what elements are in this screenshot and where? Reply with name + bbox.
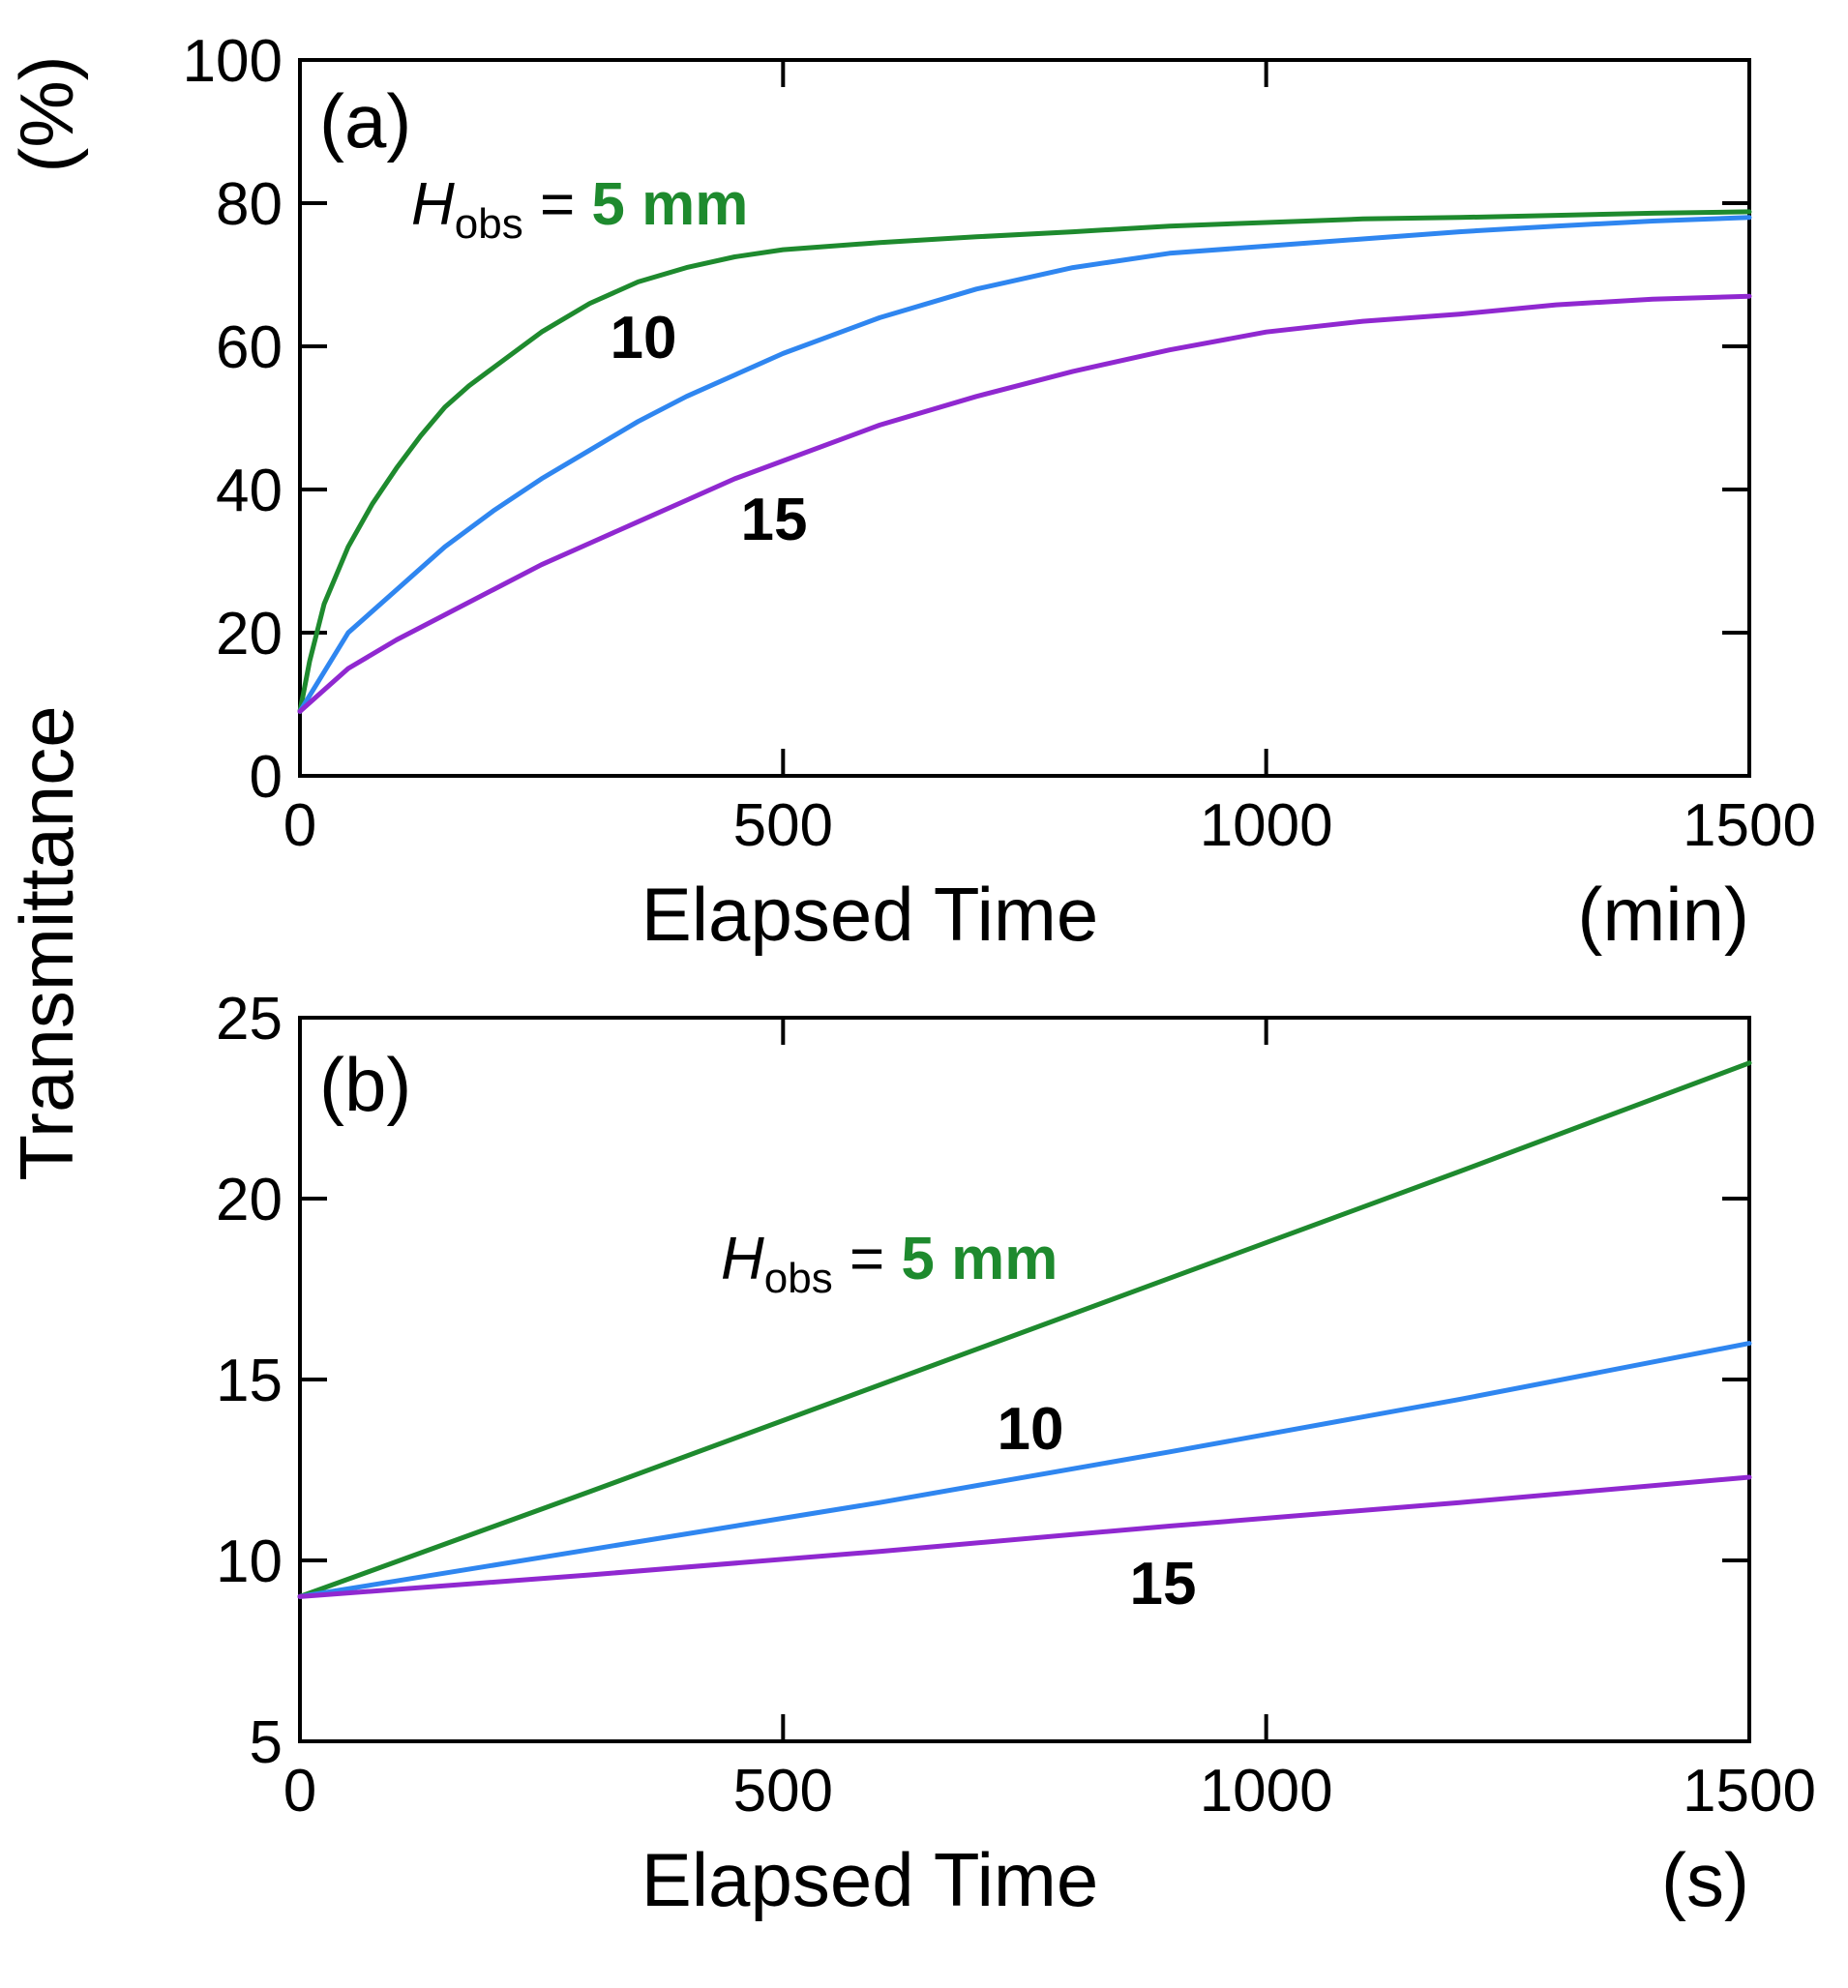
panel-b-series-line-2	[297, 1341, 1752, 1599]
panel-a-x-tick-label: 1000	[1200, 792, 1333, 859]
panel-b-series-line-3	[297, 1474, 1752, 1599]
panel-b: 0 500 1000 1500 5 10 15 20 25 Elapsed Time (s) (b) H…	[216, 986, 1816, 1922]
panel-b-series-line-1	[297, 1060, 1752, 1599]
panel-a-annotation-hobs: Hobs = 5 mm	[411, 171, 748, 248]
panel-a-annotation-subscript: obs	[455, 200, 523, 248]
y-axis-title: Transmittance	[4, 705, 89, 1180]
panel-a-series-line-2	[297, 215, 1752, 714]
panel-b-y-tick-label: 10	[216, 1528, 283, 1595]
panel-a-x-tick-label: 1500	[1683, 792, 1816, 859]
panel-b-annotation-symbol: H	[721, 1226, 764, 1292]
panel-b-plot-frame	[298, 1016, 1751, 1743]
panel-a-series-line-1	[297, 209, 1752, 714]
panel-a-series-label-10: 10	[611, 305, 677, 371]
panel-b-x-tick-label: 1500	[1683, 1758, 1816, 1825]
panel-a-y-tick-label: 40	[216, 458, 283, 524]
y-axis-unit: (%)	[4, 55, 89, 172]
panel-b-annotation-equals: =	[833, 1226, 902, 1292]
panel-a-x-tick-label: 0	[283, 792, 316, 859]
panel-b-y-tick-label: 15	[216, 1348, 283, 1414]
panel-b-x-tick-label: 500	[733, 1758, 833, 1825]
panel-b-y-tick-label: 20	[216, 1167, 283, 1233]
panel-b-x-axis-title: Elapsed Time	[641, 1837, 1099, 1922]
panel-a-x-tick-label: 500	[733, 792, 833, 859]
panel-b-x-tick-label: 0	[283, 1758, 316, 1825]
panel-b-y-tick-label: 5	[250, 1709, 283, 1776]
panel-a-annotation-equals: =	[523, 171, 592, 238]
panel-b-series-label-15: 15	[1130, 1551, 1197, 1617]
panel-a: 0 500 1000 1500 0 20 40 60 80 100 Elapsed Time (min…	[183, 28, 1816, 957]
panel-a-y-tick-label: 80	[216, 171, 283, 238]
panel-b-annotation-hobs: Hobs = 5 mm	[721, 1226, 1058, 1302]
panel-a-y-tick-label: 60	[216, 314, 283, 381]
panel-a-series-line-3	[297, 293, 1752, 714]
panel-b-x-tick-label: 1000	[1200, 1758, 1333, 1825]
panel-b-series-label-10: 10	[998, 1396, 1064, 1463]
panel-a-y-tick-label: 100	[183, 28, 283, 95]
panel-b-x-axis-unit: (s)	[1661, 1837, 1749, 1922]
panel-a-annotation-value: 5 mm	[591, 171, 748, 238]
panel-a-x-axis-title: Elapsed Time	[641, 872, 1099, 957]
panel-a-y-tick-label: 0	[250, 744, 283, 811]
panel-b-annotation-value: 5 mm	[901, 1226, 1058, 1292]
panel-a-y-tick-label: 20	[216, 601, 283, 668]
panel-a-annotation-symbol: H	[411, 171, 455, 238]
panel-b-annotation-subscript: obs	[764, 1255, 833, 1302]
panel-a-panel-label: (a)	[319, 78, 411, 163]
panel-a-x-axis-unit: (min)	[1577, 872, 1749, 957]
panel-a-series-label-15: 15	[741, 487, 808, 553]
panel-a-plot-frame	[298, 58, 1751, 778]
panel-b-panel-label: (b)	[319, 1042, 411, 1127]
panel-b-y-tick-label: 25	[216, 986, 283, 1053]
